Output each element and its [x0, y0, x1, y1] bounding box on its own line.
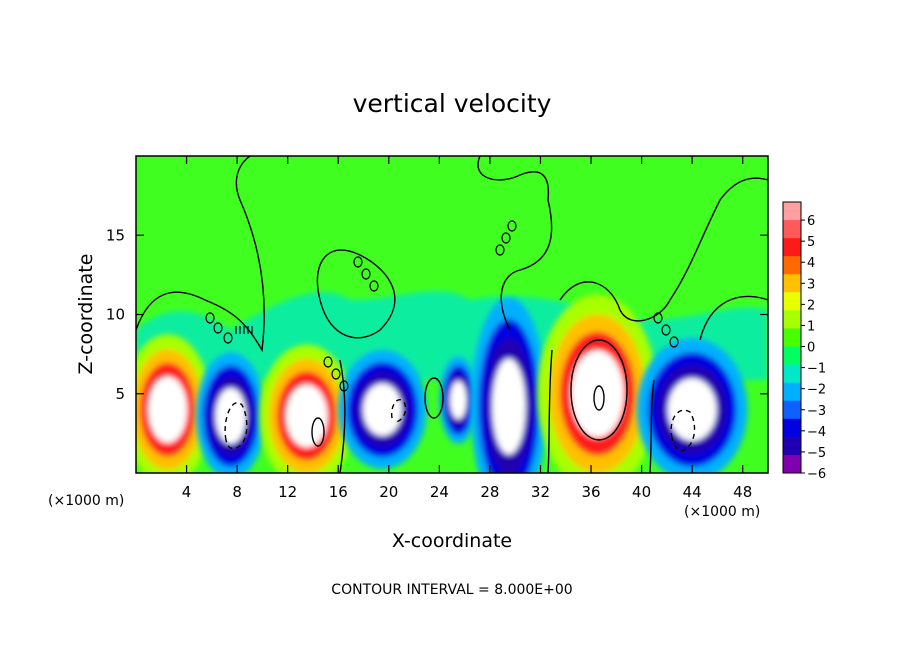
contour-lines [136, 156, 768, 473]
downdraft-cell [470, 297, 547, 473]
contour-line-dashed [670, 409, 696, 452]
y-axis: 5 10 15 [106, 226, 768, 403]
colorbar-frame [782, 201, 802, 474]
colorbar-swatch [783, 274, 801, 293]
downdraft-level [363, 383, 402, 436]
updraft-level [148, 376, 188, 443]
plot-area [136, 156, 768, 473]
y-tick-label: 10 [106, 306, 125, 324]
colorbar-label: 0 [807, 341, 815, 356]
colorbar-swatch [783, 364, 801, 383]
contour-line-dashed [390, 399, 407, 423]
downdraft-cell [636, 338, 748, 473]
updraft-cell [259, 344, 355, 473]
x-tick-label: 12 [278, 483, 297, 501]
colorbar-swatch [783, 238, 801, 257]
colorbar-label: −5 [807, 446, 826, 461]
colorbar: 6 5 4 3 2 1 0 −1 −2 −3 −4 −5 −6 [782, 201, 826, 482]
feature-layer [136, 294, 748, 473]
x-tick-label: 48 [733, 483, 752, 501]
colorbar-swatch [783, 310, 801, 329]
updraft-cell [136, 334, 212, 473]
colorbar-swatch [783, 454, 801, 474]
contour-line [316, 249, 396, 339]
contour-line [570, 339, 628, 441]
downdraft-cell [338, 350, 427, 470]
chart-title: vertical velocity [353, 89, 552, 118]
colorbar-label: 1 [807, 319, 815, 334]
y-tick-label: 5 [115, 385, 125, 403]
x-tick-label: 16 [329, 483, 348, 501]
downdraft-level [449, 380, 467, 420]
contour-line [477, 156, 553, 331]
colorbar-swatch [783, 400, 801, 420]
x-tick-label: 36 [581, 483, 600, 501]
colorbar-swatch [783, 382, 801, 402]
colorbar-label: −6 [807, 467, 826, 482]
colorbar-swatch [783, 328, 801, 347]
contour-line [593, 385, 605, 411]
x-tick-label: 8 [232, 483, 242, 501]
colorbar-swatch [783, 292, 801, 311]
updraft-level [285, 384, 328, 448]
colorbar-swatch [783, 220, 801, 239]
downdraft-cell [439, 356, 478, 444]
contour-line [311, 417, 325, 447]
y-tick-label: 15 [106, 226, 125, 244]
x-tick-label: 44 [683, 483, 702, 501]
colorbar-label: 6 [807, 214, 815, 229]
colorbar-swatch [783, 418, 801, 438]
downdraft-level [492, 358, 526, 455]
colorbar-label: −1 [807, 362, 826, 377]
contour-interval-note: CONTOUR INTERVAL = 8.000E+00 [331, 582, 572, 598]
contour-line [649, 379, 655, 473]
x-unit-left: (×1000 m) [48, 493, 124, 509]
colorbar-label: −4 [807, 425, 826, 440]
colorbar-label: −3 [807, 404, 826, 419]
colorbar-label: 5 [807, 235, 815, 250]
x-unit-right: (×1000 m) [684, 504, 760, 520]
colorbar-label: 3 [807, 277, 815, 292]
x-tick-label: 4 [182, 483, 192, 501]
x-axis-label: X-coordinate [392, 530, 512, 552]
contour-line [339, 359, 346, 473]
colorbar-swatch [783, 202, 801, 221]
updraft-cell [537, 294, 658, 473]
x-axis: 4 8 12 16 20 24 28 32 36 40 44 48 [182, 156, 752, 501]
colorbar-swatch [783, 436, 801, 456]
colorbar-swatch [783, 256, 801, 275]
downdraft-level [215, 388, 247, 444]
y-axis-label: Z-coordinate [75, 254, 97, 375]
contour-line [136, 156, 265, 353]
x-tick-label: 40 [632, 483, 651, 501]
colorbar-swatch [783, 346, 801, 365]
x-tick-label: 24 [430, 483, 449, 501]
x-tick-label: 20 [379, 483, 398, 501]
colorbar-label: 4 [807, 256, 815, 271]
contour-line [559, 177, 768, 322]
contour-line [699, 295, 768, 341]
downdraft-cell [196, 352, 266, 473]
contour-line [547, 349, 553, 473]
contour-small-loops [205, 220, 679, 392]
contour-line [424, 377, 444, 419]
x-tick-label: 28 [480, 483, 499, 501]
colorbar-label: −2 [807, 383, 826, 398]
updraft-level [570, 350, 624, 438]
contour-line-dashed [224, 402, 248, 450]
x-tick-label: 32 [531, 483, 550, 501]
colorbar-label: 2 [807, 298, 815, 313]
downdraft-level [667, 378, 717, 441]
